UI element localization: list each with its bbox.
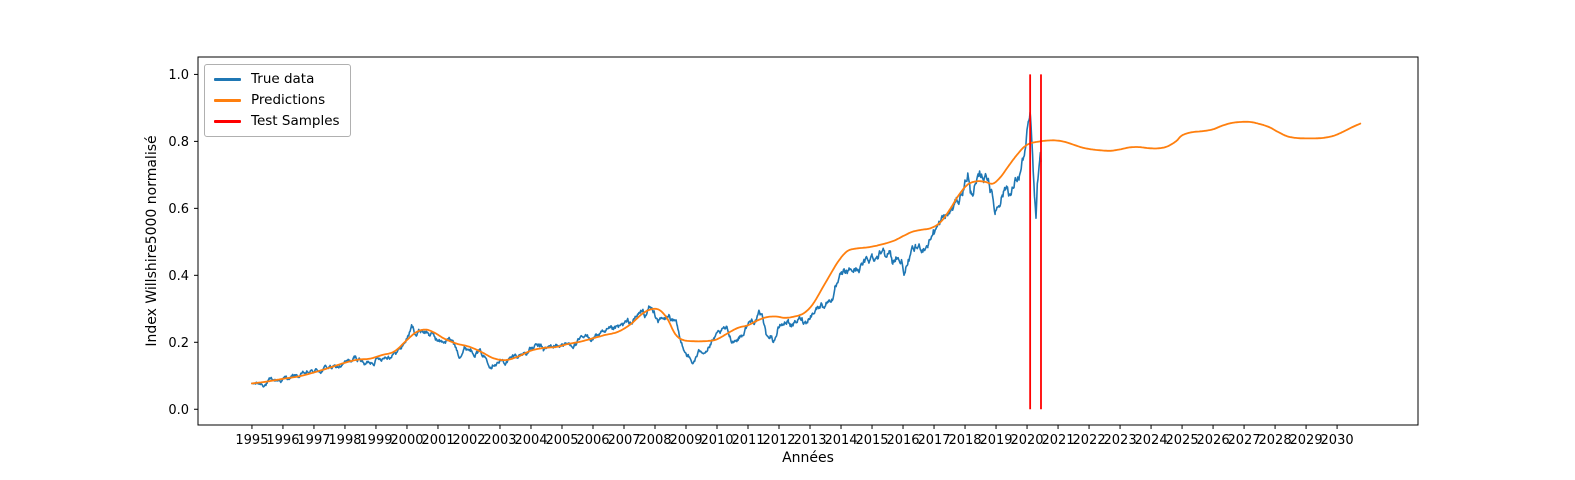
x-axis-label: Années: [782, 450, 834, 466]
x-tick-label-2029: 2029: [1290, 433, 1323, 448]
x-tick-label-2000: 2000: [390, 433, 423, 448]
x-tick-label-2001: 2001: [421, 433, 454, 448]
test-samples-line-swatch: [214, 120, 241, 123]
x-tick-label-2027: 2027: [1228, 433, 1261, 448]
x-tick-label-2014: 2014: [824, 433, 857, 448]
y-tick-label-1.0: 1.0: [168, 68, 189, 83]
x-tick-label-1996: 1996: [266, 433, 299, 448]
x-tick-label-2018: 2018: [948, 433, 981, 448]
x-tick-label-2003: 2003: [483, 433, 516, 448]
x-tick-label-1995: 1995: [235, 433, 268, 448]
true-data-line-swatch: [214, 78, 241, 81]
x-tick-label-2015: 2015: [855, 433, 888, 448]
x-tick-label-2004: 2004: [514, 433, 547, 448]
x-tick-label-2028: 2028: [1259, 433, 1292, 448]
true-data-line: [251, 111, 1042, 388]
x-tick-label-2006: 2006: [576, 433, 609, 448]
x-tick-label-2010: 2010: [700, 433, 733, 448]
x-tick-label-2020: 2020: [1010, 433, 1043, 448]
x-tick-label-2017: 2017: [917, 433, 950, 448]
legend-label-predictions: Predictions: [251, 91, 326, 108]
legend: True data Predictions Test Samples: [204, 64, 351, 137]
predictions-line-swatch: [214, 99, 241, 102]
x-tick-label-2030: 2030: [1321, 433, 1354, 448]
x-tick-label-2009: 2009: [669, 433, 702, 448]
plot-border: [197, 56, 1419, 426]
predictions-line: [251, 120, 1362, 385]
y-tick-label-0.2: 0.2: [168, 336, 189, 351]
x-tick-label-1999: 1999: [359, 433, 392, 448]
x-tick-label-1997: 1997: [297, 433, 330, 448]
x-tick-label-2021: 2021: [1041, 433, 1074, 448]
x-tick-label-2025: 2025: [1166, 433, 1199, 448]
legend-item-test-samples: Test Samples: [214, 114, 340, 129]
legend-item-predictions: Predictions: [214, 93, 340, 108]
x-tick-label-2012: 2012: [762, 433, 795, 448]
x-tick-label-2024: 2024: [1135, 433, 1168, 448]
x-tick-label-2005: 2005: [545, 433, 578, 448]
y-tick-label-0.0: 0.0: [168, 403, 189, 418]
y-tick-label-0.4: 0.4: [168, 269, 189, 284]
y-tick-label-0.6: 0.6: [168, 202, 189, 217]
x-tick-label-2019: 2019: [979, 433, 1012, 448]
x-tick-label-2026: 2026: [1197, 433, 1230, 448]
legend-label-true-data: True data: [251, 70, 315, 87]
x-tick-label-2007: 2007: [607, 433, 640, 448]
y-axis-label: Index Willshire5000 normalisé: [144, 135, 160, 347]
x-tick-label-2022: 2022: [1073, 433, 1106, 448]
x-tick-label-2013: 2013: [793, 433, 826, 448]
legend-item-true-data: True data: [214, 72, 340, 87]
x-tick-label-1998: 1998: [328, 433, 361, 448]
x-tick-label-2016: 2016: [886, 433, 919, 448]
x-tick-label-2011: 2011: [731, 433, 764, 448]
legend-label-test-samples: Test Samples: [251, 112, 340, 129]
y-tick-label-0.8: 0.8: [168, 135, 189, 150]
x-tick-label-2023: 2023: [1104, 433, 1137, 448]
x-tick-label-2008: 2008: [638, 433, 671, 448]
x-tick-label-2002: 2002: [452, 433, 485, 448]
